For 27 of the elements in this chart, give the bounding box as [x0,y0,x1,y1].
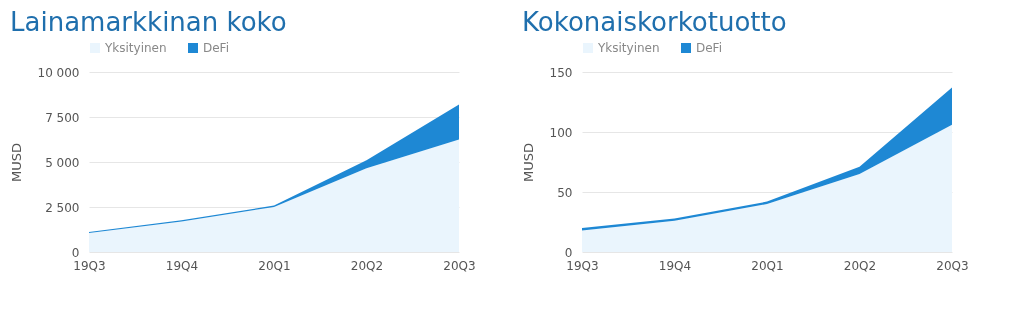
chart-title: Kokonaiskorkotuotto [522,7,787,37]
y-tick-label: 50 [557,185,573,200]
y-axis-title: MUSD [520,143,536,182]
y-axis-title: MUSD [8,143,24,182]
x-tick-label: 19Q4 [165,258,199,273]
y-tick-label: 2 500 [45,200,80,215]
x-tick-label: 20Q1 [751,258,784,273]
legend-label: Yksityinen [104,41,167,55]
legend-label: DeFi [696,41,722,55]
x-tick-label: 20Q2 [843,258,877,273]
y-tick-label: 100 [549,125,573,140]
y-tick-label: 7 500 [45,110,80,125]
legend-label: Yksityinen [597,41,660,55]
chart-title: Lainamarkkinan koko [10,7,287,37]
y-tick-label: 5 000 [45,155,80,170]
x-tick-label: 20Q3 [936,258,969,273]
x-tick-label: 19Q3 [73,258,106,273]
x-tick-label: 20Q3 [443,258,476,273]
legend-label: DeFi [203,41,229,55]
x-tick-label: 19Q3 [566,258,599,273]
x-tick-label: 19Q4 [658,258,692,273]
y-tick-label: 150 [549,65,573,80]
x-tick-label: 20Q2 [350,258,384,273]
y-tick-label: 0 [564,245,573,260]
x-tick-label: 20Q1 [258,258,291,273]
y-tick-label: 0 [71,245,80,260]
y-tick-label: 10 000 [37,65,80,80]
